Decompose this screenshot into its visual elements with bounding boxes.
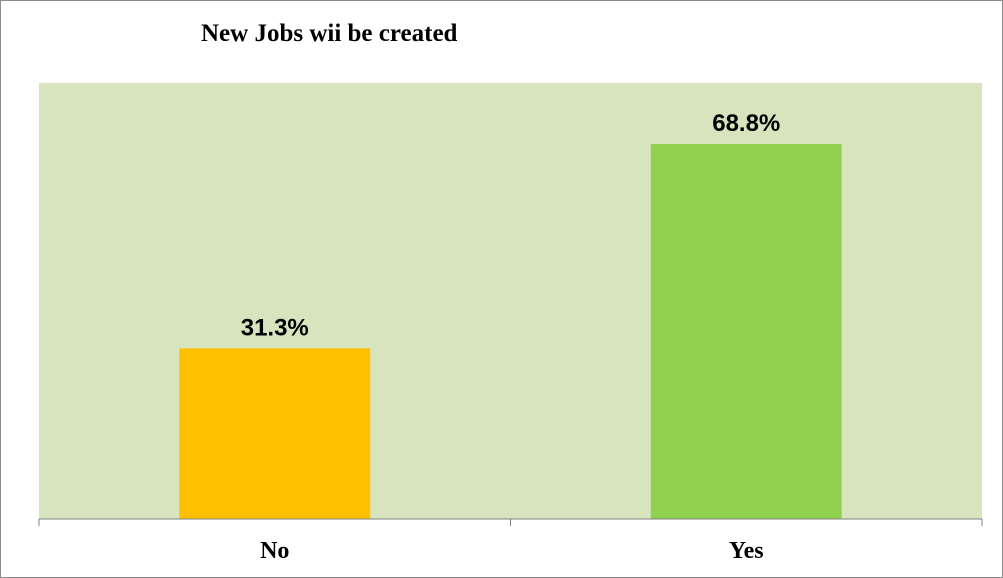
bar-no: [179, 348, 371, 519]
value-label-no: 31.3%: [241, 314, 309, 341]
category-label-no: No: [260, 538, 289, 564]
chart-title: New Jobs wii be created: [201, 20, 458, 47]
category-label-yes: Yes: [729, 538, 764, 564]
x-axis: [38, 518, 983, 526]
bars-layer: [179, 144, 842, 520]
value-label-yes: 68.8%: [712, 110, 780, 137]
labels-layer: 31.3% No 68.8% Yes: [241, 110, 781, 564]
bar-yes: [650, 144, 842, 520]
